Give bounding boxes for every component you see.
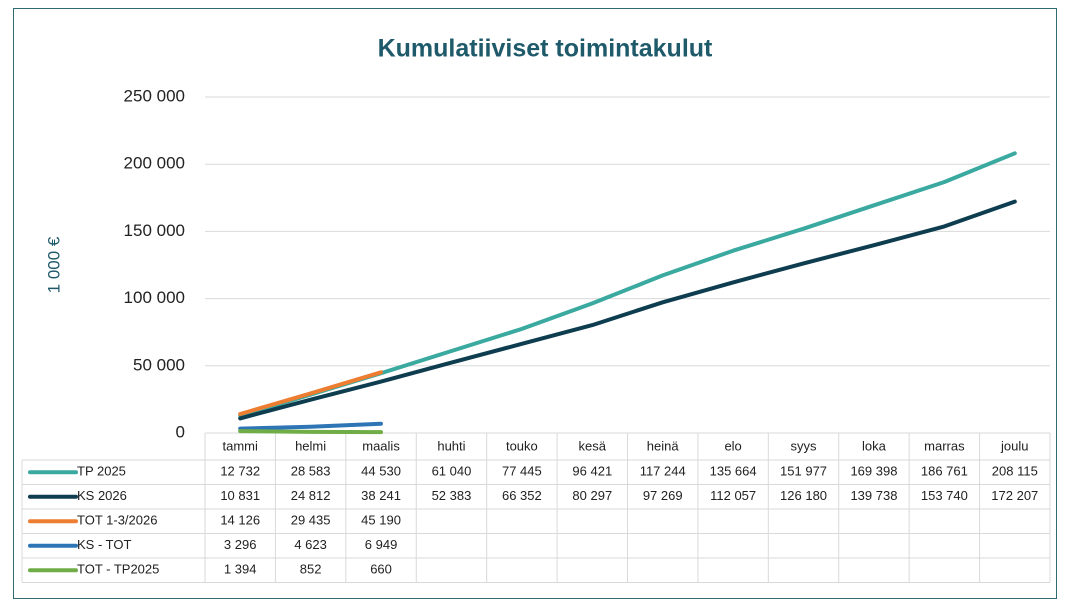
series-line [238, 429, 383, 435]
table-value: 66 352 [502, 488, 542, 503]
series-line [238, 199, 1017, 421]
y-tick-label: 250 000 [124, 86, 185, 105]
series-line [238, 421, 383, 431]
x-tick-label: joulu [1000, 438, 1028, 453]
table-value: 14 126 [220, 513, 260, 528]
legend-label: TOT - TP2025 [77, 562, 159, 577]
legend-label: KS 2026 [77, 488, 127, 503]
table-value: 44 530 [361, 464, 401, 479]
table-value: 1 394 [224, 562, 257, 577]
table-value: 186 761 [921, 464, 968, 479]
table-value: 24 812 [291, 488, 331, 503]
y-axis-label: 1 000 € [44, 236, 63, 293]
table-value: 169 398 [850, 464, 897, 479]
x-tick-label: kesä [579, 438, 607, 453]
y-tick-label: 50 000 [133, 355, 185, 374]
table-value: 80 297 [572, 488, 612, 503]
table-value: 135 664 [710, 464, 757, 479]
table-value: 52 383 [432, 488, 472, 503]
table-value: 28 583 [291, 464, 331, 479]
table-value: 38 241 [361, 488, 401, 503]
table-value: 96 421 [572, 464, 612, 479]
x-tick-label: tammi [223, 438, 259, 453]
x-tick-label: elo [724, 438, 741, 453]
table-value: 852 [300, 562, 322, 577]
series-line [238, 370, 383, 416]
table-value: 112 057 [710, 488, 756, 503]
x-tick-label: heinä [647, 438, 680, 453]
table-value: 6 949 [365, 537, 398, 552]
x-tick-label: loka [862, 438, 887, 453]
table-value: 139 738 [850, 488, 897, 503]
legend-label: TOT 1-3/2026 [77, 513, 157, 528]
x-tick-label: syys [791, 438, 818, 453]
y-tick-label: 0 [176, 422, 185, 441]
table-value: 12 732 [220, 464, 260, 479]
table-value: 660 [370, 562, 392, 577]
x-tick-label: maalis [362, 438, 400, 453]
chart-title: Kumulatiiviset toimintakulut [378, 35, 713, 63]
table-value: 3 296 [224, 537, 257, 552]
table-value: 45 190 [361, 513, 401, 528]
table-value: 153 740 [921, 488, 968, 503]
y-tick-label: 100 000 [124, 288, 185, 307]
y-tick-label: 200 000 [124, 154, 185, 173]
table-value: 172 207 [991, 488, 1038, 503]
table-value: 4 623 [294, 537, 327, 552]
legend-label: TP 2025 [77, 464, 126, 479]
table-value: 61 040 [432, 464, 472, 479]
x-tick-label: huhti [437, 438, 465, 453]
table-value: 77 445 [502, 464, 542, 479]
chart-border [13, 8, 1057, 599]
x-tick-label: helmi [295, 438, 326, 453]
table-value: 29 435 [291, 513, 331, 528]
table-value: 117 244 [640, 464, 686, 479]
x-tick-label: marras [924, 438, 965, 453]
table-value: 126 180 [780, 488, 827, 503]
table-value: 208 115 [992, 464, 1038, 479]
y-tick-label: 150 000 [124, 221, 185, 240]
table-value: 151 977 [780, 464, 827, 479]
x-tick-label: touko [506, 438, 538, 453]
table-value: 97 269 [643, 488, 683, 503]
legend-label: KS - TOT [77, 537, 131, 552]
table-value: 10 831 [220, 488, 260, 503]
